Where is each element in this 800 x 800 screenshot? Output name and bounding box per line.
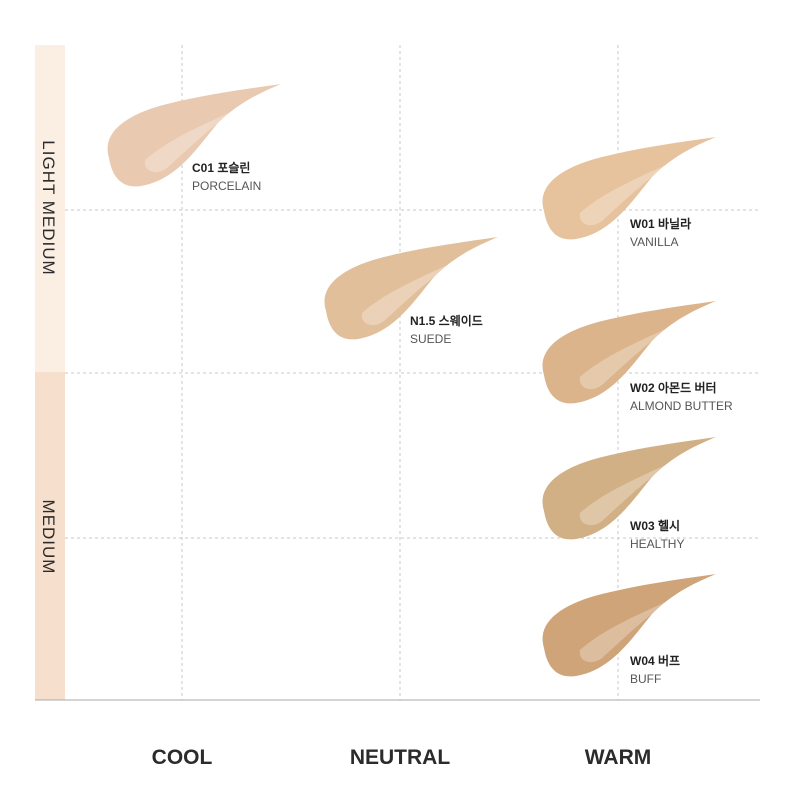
shade-name: N1.5 스웨이드 xyxy=(410,313,483,328)
swatch-body xyxy=(107,84,281,187)
shade-english: SUEDE xyxy=(410,332,451,346)
shade-english: ALMOND BUTTER xyxy=(630,399,733,413)
swatch xyxy=(324,237,498,340)
shades: C01 포슬린 PORCELAIN N1.5 스웨이드 SUEDE W01 바닐라 VAN… xyxy=(107,84,733,686)
swatch xyxy=(542,574,716,677)
column-label: COOL xyxy=(152,746,213,769)
swatch-shine xyxy=(579,163,670,226)
row-band xyxy=(35,372,65,700)
column-label: WARM xyxy=(585,746,652,769)
swatch-shine xyxy=(579,600,670,663)
swatch-body xyxy=(542,137,716,240)
swatch-shine xyxy=(579,327,670,390)
swatch xyxy=(542,137,716,240)
shade-name: W01 바닐라 xyxy=(630,216,691,231)
swatch-shine xyxy=(144,110,235,173)
shade-name: W02 아몬드 버터 xyxy=(630,380,717,395)
swatch-shine xyxy=(579,463,670,526)
shade-name: W04 버프 xyxy=(630,653,680,668)
swatch-body xyxy=(542,437,716,540)
shade-english: HEALTHY xyxy=(630,537,684,551)
shade-english: PORCELAIN xyxy=(192,179,261,193)
swatch-body xyxy=(542,574,716,677)
shade-english: BUFF xyxy=(630,672,661,686)
swatch-body xyxy=(324,237,498,340)
row-label: LIGHT MEDIUM xyxy=(39,140,58,275)
swatch-shine xyxy=(361,263,452,326)
shade-english: VANILLA xyxy=(630,235,678,249)
swatch xyxy=(107,84,281,187)
shade-name: W03 헬시 xyxy=(630,518,680,533)
swatch xyxy=(542,437,716,540)
shade-name: C01 포슬린 xyxy=(192,160,250,175)
swatch-body xyxy=(542,301,716,404)
swatch xyxy=(542,301,716,404)
row-label: MEDIUM xyxy=(39,500,58,575)
row-band xyxy=(35,45,65,372)
column-label: NEUTRAL xyxy=(350,746,450,769)
